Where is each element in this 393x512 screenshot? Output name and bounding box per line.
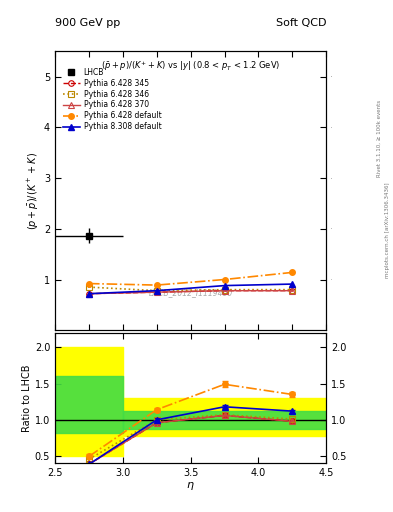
Y-axis label: Ratio to LHCB: Ratio to LHCB: [22, 365, 32, 432]
Text: Rivet 3.1.10, ≥ 100k events: Rivet 3.1.10, ≥ 100k events: [377, 100, 382, 177]
Text: $(\bar{p}+p)/(K^{+}+K)$ vs $|y|$ (0.8 < $p_{T}$ < 1.2 GeV): $(\bar{p}+p)/(K^{+}+K)$ vs $|y|$ (0.8 < …: [101, 59, 280, 73]
Text: LHCB_2012_I1119400: LHCB_2012_I1119400: [149, 288, 233, 297]
Y-axis label: $(p+\bar{p})/(K^+ + K)$: $(p+\bar{p})/(K^+ + K)$: [26, 152, 41, 230]
X-axis label: $\eta$: $\eta$: [186, 480, 195, 492]
Legend: LHCB, Pythia 6.428 345, Pythia 6.428 346, Pythia 6.428 370, Pythia 6.428 default: LHCB, Pythia 6.428 345, Pythia 6.428 346…: [62, 66, 163, 133]
Text: Soft QCD: Soft QCD: [276, 18, 326, 28]
Text: 900 GeV pp: 900 GeV pp: [55, 18, 120, 28]
Text: mcplots.cern.ch [arXiv:1306.3436]: mcplots.cern.ch [arXiv:1306.3436]: [385, 183, 389, 278]
